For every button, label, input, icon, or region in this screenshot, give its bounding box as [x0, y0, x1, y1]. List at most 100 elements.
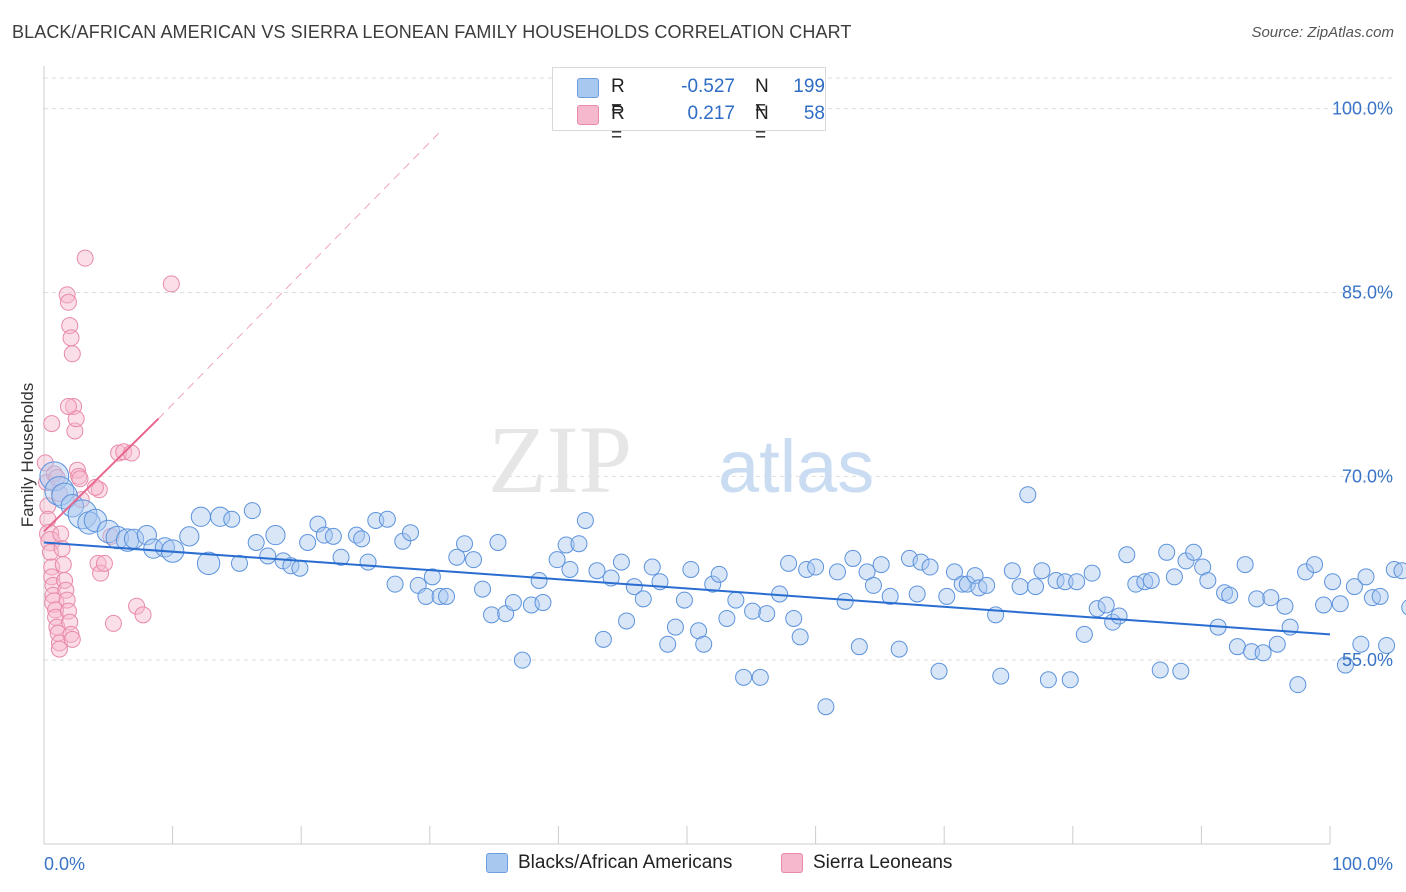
- black-african-american-point: [908, 585, 926, 603]
- black-african-american-point: [1268, 635, 1286, 653]
- black-african-american-point: [1075, 625, 1093, 643]
- black-african-american-point: [817, 698, 835, 716]
- black-african-american-point: [230, 554, 248, 572]
- black-african-american-point: [1345, 578, 1363, 596]
- black-african-american-point: [489, 534, 507, 552]
- sierra-leonean-point: [95, 554, 113, 572]
- n-value: 58: [803, 103, 825, 124]
- sierra-leonean-point: [54, 556, 72, 574]
- sierra-leonean-point: [58, 286, 76, 304]
- black-african-american-point: [561, 560, 579, 578]
- black-african-american-point: [1378, 636, 1396, 654]
- sierra-leonean-point: [59, 293, 77, 311]
- black-african-american-point: [992, 667, 1010, 685]
- black-african-american-point: [930, 662, 948, 680]
- sierra-leonean-point: [62, 329, 80, 347]
- y-tick-label: 85.0%: [1342, 282, 1393, 302]
- watermark-zip: ZIP: [488, 406, 632, 513]
- black-african-american-point: [1088, 600, 1106, 618]
- black-african-american-points: [39, 461, 1406, 716]
- black-african-american-point: [1019, 486, 1037, 504]
- legend-swatch-blue: [486, 853, 508, 873]
- black-african-american-point: [666, 618, 684, 636]
- legend-label: Blacks/African Americans: [518, 852, 733, 873]
- sierra-leonean-point: [43, 415, 61, 433]
- black-african-american-point: [1003, 562, 1021, 580]
- black-african-american-point: [417, 587, 435, 605]
- black-african-american-point: [265, 525, 286, 546]
- black-african-american-point: [534, 594, 552, 612]
- black-african-american-point: [643, 558, 661, 576]
- black-african-american-point: [483, 606, 501, 624]
- black-african-american-point: [223, 510, 241, 528]
- black-african-american-point: [1401, 599, 1406, 616]
- black-african-american-point: [402, 524, 420, 542]
- sierra-leonean-point: [47, 601, 65, 619]
- black-african-american-point: [190, 506, 211, 527]
- black-african-american-point: [780, 554, 798, 572]
- r-value: 0.217: [687, 103, 735, 124]
- source-label: Source: ZipAtlas.com: [1251, 24, 1394, 41]
- legend-swatch-pink: [577, 105, 599, 125]
- black-african-american-point: [618, 612, 636, 630]
- black-african-american-point: [196, 551, 221, 576]
- sierra-leonean-point: [162, 275, 180, 293]
- sierra-leonean-point: [36, 454, 54, 472]
- black-african-american-point: [1306, 556, 1324, 574]
- black-african-american-point: [881, 587, 899, 605]
- black-african-american-point: [332, 548, 350, 566]
- sierra-leonean-point: [50, 640, 68, 658]
- black-african-american-point: [1011, 578, 1029, 596]
- y-tick-label: 70.0%: [1342, 466, 1393, 486]
- black-african-american-point: [448, 548, 466, 566]
- black-african-american-point: [1039, 671, 1057, 689]
- black-african-american-point: [850, 638, 868, 656]
- sierra-leonean-point: [61, 317, 79, 335]
- black-african-american-point: [548, 551, 566, 569]
- black-african-american-point: [431, 587, 449, 605]
- black-african-american-point: [105, 525, 130, 550]
- black-african-american-point: [570, 535, 588, 553]
- black-african-american-point: [594, 630, 612, 648]
- chart-title: BLACK/AFRICAN AMERICAN VS SIERRA LEONEAN…: [12, 22, 852, 42]
- black-african-american-point: [259, 547, 277, 565]
- black-african-american-point: [682, 560, 700, 578]
- black-african-american-point: [828, 563, 846, 581]
- black-african-american-point: [291, 559, 309, 577]
- black-african-american-point: [1142, 571, 1160, 589]
- black-african-american-point: [625, 578, 643, 596]
- trend-lines: [43, 132, 1331, 636]
- black-african-american-point: [1033, 562, 1051, 580]
- black-african-american-point: [309, 515, 327, 533]
- black-african-american-point: [890, 640, 908, 658]
- black-african-american-point: [710, 565, 728, 583]
- black-african-american-point: [612, 553, 630, 571]
- black-african-american-point: [1199, 571, 1217, 589]
- black-african-american-point: [978, 576, 996, 594]
- n-label: N =: [755, 103, 769, 146]
- black-african-american-point: [210, 506, 231, 527]
- sierra-leonean-trend-extension: [158, 132, 440, 420]
- sierra-leonean-point: [63, 630, 81, 648]
- black-african-american-point: [1172, 662, 1190, 680]
- black-african-american-point: [836, 592, 854, 610]
- black-african-american-point: [751, 668, 769, 686]
- r-value: -0.527: [681, 76, 735, 97]
- sierra-leonean-point: [59, 397, 77, 415]
- black-african-american-point: [718, 609, 736, 627]
- black-african-american-point: [179, 526, 200, 547]
- sierra-leonean-point: [92, 564, 110, 582]
- r-label: R =: [611, 103, 625, 146]
- black-african-american-point: [474, 580, 492, 598]
- black-african-american-point: [1297, 563, 1315, 581]
- black-african-american-point: [704, 575, 722, 593]
- sierra-leonean-trend-line: [43, 418, 160, 533]
- black-african-american-point: [324, 527, 342, 545]
- black-african-american-point: [423, 568, 441, 586]
- black-african-american-point: [299, 534, 317, 552]
- black-african-american-point: [791, 628, 809, 646]
- black-african-american-point: [243, 502, 261, 520]
- black-african-american-point: [378, 510, 396, 528]
- sierra-leonean-point: [134, 606, 152, 624]
- black-african-american-point: [807, 558, 825, 576]
